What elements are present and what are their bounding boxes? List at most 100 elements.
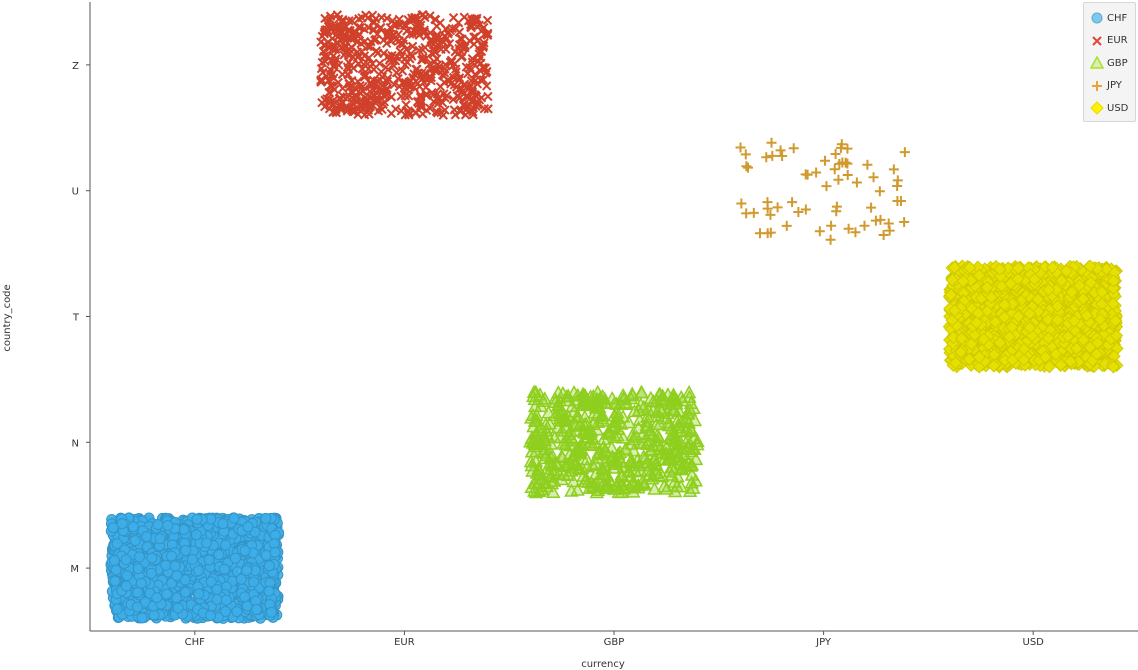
point-jpy [761,152,771,162]
point-chf [249,577,259,587]
point-jpy [801,169,811,179]
point-jpy [852,177,862,187]
y-tick-label: U [72,187,79,198]
legend-item-usd[interactable]: USD [1090,100,1128,116]
point-chf [163,521,173,531]
point-chf [112,539,122,549]
point-jpy [736,199,746,209]
point-jpy [832,202,842,212]
series-gbp [524,386,703,497]
point-chf [204,555,214,565]
point-chf [110,576,120,586]
legend-marker [1091,57,1103,68]
point-jpy [830,164,840,174]
point-chf [137,613,147,623]
point-chf [170,561,180,571]
point-jpy [821,181,831,191]
point-chf [243,522,253,532]
point-jpy [860,221,870,231]
x-marker-icon [1090,34,1104,48]
circle-marker-icon [1090,11,1104,25]
point-chf [161,560,171,570]
point-jpy [773,202,783,212]
point-chf [121,581,131,591]
legend-item-jpy[interactable]: JPY [1090,78,1122,94]
point-chf [135,552,145,562]
point-jpy [801,205,811,215]
point-chf [109,556,119,566]
point-jpy [815,226,825,236]
legend-marker [1093,37,1101,45]
legend-label: JPY [1107,80,1122,91]
x-tick-label: EUR [394,637,415,648]
point-chf [264,586,274,596]
point-chf [130,536,140,546]
point-chf [112,604,122,614]
point-jpy [767,151,777,161]
point-jpy [811,167,821,177]
point-chf [242,601,252,611]
point-jpy [866,203,876,213]
y-tick-label: Z [72,61,79,72]
legend-label: CHF [1107,13,1127,24]
point-chf [128,522,138,532]
point-jpy [767,138,777,148]
point-eur [460,13,468,21]
point-chf [236,574,246,584]
point-eur [318,99,326,107]
point-chf [133,587,143,597]
point-chf [172,571,182,581]
point-jpy [842,159,852,169]
point-chf [191,530,201,540]
point-chf [173,603,183,613]
y-tick-label: M [70,564,79,575]
point-chf [194,566,204,576]
point-jpy [833,175,843,185]
point-chf [162,589,172,599]
point-chf [136,578,146,588]
point-eur [484,16,492,24]
point-chf [202,538,212,548]
legend-item-gbp[interactable]: GBP [1090,55,1128,71]
legend-marker [1092,13,1102,23]
point-chf [240,546,250,556]
point-chf [232,607,242,617]
y-axis-title: country_code [2,284,13,351]
legend-label: GBP [1107,58,1128,69]
point-chf [181,545,191,555]
point-jpy [741,161,751,171]
point-chf [152,593,162,603]
legend: CHF EUR GBP JPY USD [1083,2,1136,122]
point-jpy [899,217,909,227]
point-chf [206,610,216,620]
point-jpy [862,160,872,170]
legend-item-eur[interactable]: EUR [1090,33,1128,49]
point-chf [240,592,250,602]
data-points [106,11,1123,624]
x-axis-title: currency [581,659,625,670]
point-jpy [843,170,853,180]
point-chf [121,555,131,565]
point-chf [266,607,276,617]
point-jpy [820,156,830,166]
x-tick-label: USD [1023,637,1045,648]
y-tick-label: N [72,438,79,449]
legend-item-chf[interactable]: CHF [1090,10,1127,26]
point-eur [450,14,458,22]
point-chf [153,520,163,530]
point-chf [194,589,204,599]
point-chf [187,554,197,564]
point-jpy [875,186,885,196]
point-chf [242,566,252,576]
triangle-marker-icon [1090,56,1104,70]
point-jpy [787,197,797,207]
plus-marker-icon [1090,79,1104,93]
legend-label: EUR [1107,35,1128,46]
point-jpy [782,221,792,231]
point-chf [252,605,262,615]
diamond-marker-icon [1090,101,1104,115]
point-chf [180,587,190,597]
x-tick-label: GBP [604,637,625,648]
point-eur [484,92,492,100]
